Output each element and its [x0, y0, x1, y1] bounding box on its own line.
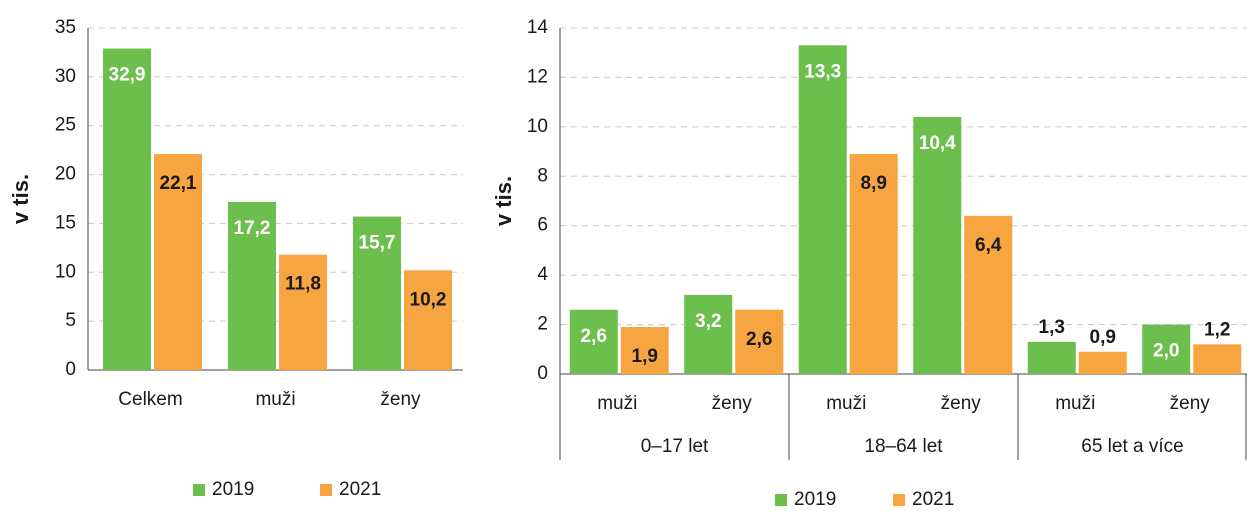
legend-label: 2019	[794, 489, 836, 510]
bar	[913, 116, 962, 374]
value-label: 2,0	[1153, 341, 1179, 362]
bar	[684, 294, 733, 374]
bar	[404, 270, 452, 370]
value-label: 1,2	[1204, 319, 1230, 340]
bar	[735, 309, 784, 374]
group-label: 0–17 let	[641, 436, 709, 457]
y-tick-label: 4	[537, 264, 548, 285]
bar	[279, 254, 327, 370]
y-tick-label: 8	[537, 165, 548, 186]
y-tick-label: 14	[527, 17, 549, 38]
y-tick-label: 10	[55, 261, 76, 282]
legend-label: 2021	[339, 479, 381, 500]
bar	[964, 215, 1013, 374]
y-tick-label: 0	[537, 363, 548, 384]
y-axis-label: v tis.	[491, 176, 516, 226]
bar	[849, 154, 898, 374]
y-tick-label: 35	[55, 17, 76, 38]
value-label: 6,4	[975, 235, 1002, 256]
bar	[798, 45, 847, 375]
legend-swatch	[193, 484, 205, 496]
bar	[1027, 341, 1076, 374]
value-label: 32,9	[109, 65, 146, 86]
x-tick-label: muži	[826, 393, 866, 414]
y-tick-label: 12	[527, 66, 548, 87]
bar	[103, 48, 151, 371]
bar	[1193, 344, 1242, 374]
x-tick-label: ženy	[941, 393, 982, 414]
value-label: 17,2	[234, 218, 271, 239]
value-label: 1,3	[1039, 317, 1065, 338]
x-tick-label: muži	[597, 393, 637, 414]
legend-swatch	[775, 494, 787, 506]
value-label: 8,9	[861, 173, 887, 194]
legend-label: 2019	[212, 479, 254, 500]
value-label: 1,9	[632, 346, 658, 367]
y-tick-label: 10	[527, 116, 548, 137]
x-tick-label: muži	[255, 389, 295, 410]
value-label: 13,3	[804, 61, 841, 82]
value-label: 10,2	[410, 289, 447, 310]
y-tick-label: 6	[537, 215, 548, 236]
value-label: 2,6	[581, 326, 607, 347]
bar	[353, 216, 401, 370]
x-tick-label: muži	[1055, 393, 1095, 414]
bar	[620, 327, 669, 374]
group-label: 18–64 let	[864, 436, 943, 457]
x-tick-label: ženy	[380, 389, 421, 410]
y-tick-label: 5	[65, 310, 76, 331]
legend-swatch	[893, 494, 905, 506]
bar	[1078, 351, 1127, 374]
legend-swatch	[320, 484, 332, 496]
y-tick-label: 2	[537, 314, 548, 335]
y-tick-label: 20	[55, 164, 76, 185]
value-label: 3,2	[695, 311, 721, 332]
y-tick-label: 25	[55, 115, 76, 136]
bar	[154, 154, 202, 370]
value-label: 10,4	[919, 133, 956, 154]
y-tick-label: 15	[55, 212, 76, 233]
value-label: 15,7	[359, 233, 396, 254]
value-label: 2,6	[746, 329, 772, 350]
x-tick-label: ženy	[1170, 393, 1211, 414]
bar	[1142, 324, 1191, 374]
y-tick-label: 30	[55, 66, 76, 87]
value-label: 22,1	[160, 173, 197, 194]
bar	[228, 201, 276, 370]
value-label: 11,8	[285, 274, 321, 295]
x-tick-label: ženy	[712, 393, 753, 414]
group-label: 65 let a více	[1081, 436, 1183, 457]
legend-label: 2021	[912, 489, 954, 510]
y-tick-label: 0	[65, 359, 76, 380]
bar	[569, 309, 618, 374]
value-label: 0,9	[1090, 327, 1116, 348]
y-axis-label: v tis.	[8, 174, 33, 224]
x-tick-label: Celkem	[118, 389, 182, 410]
